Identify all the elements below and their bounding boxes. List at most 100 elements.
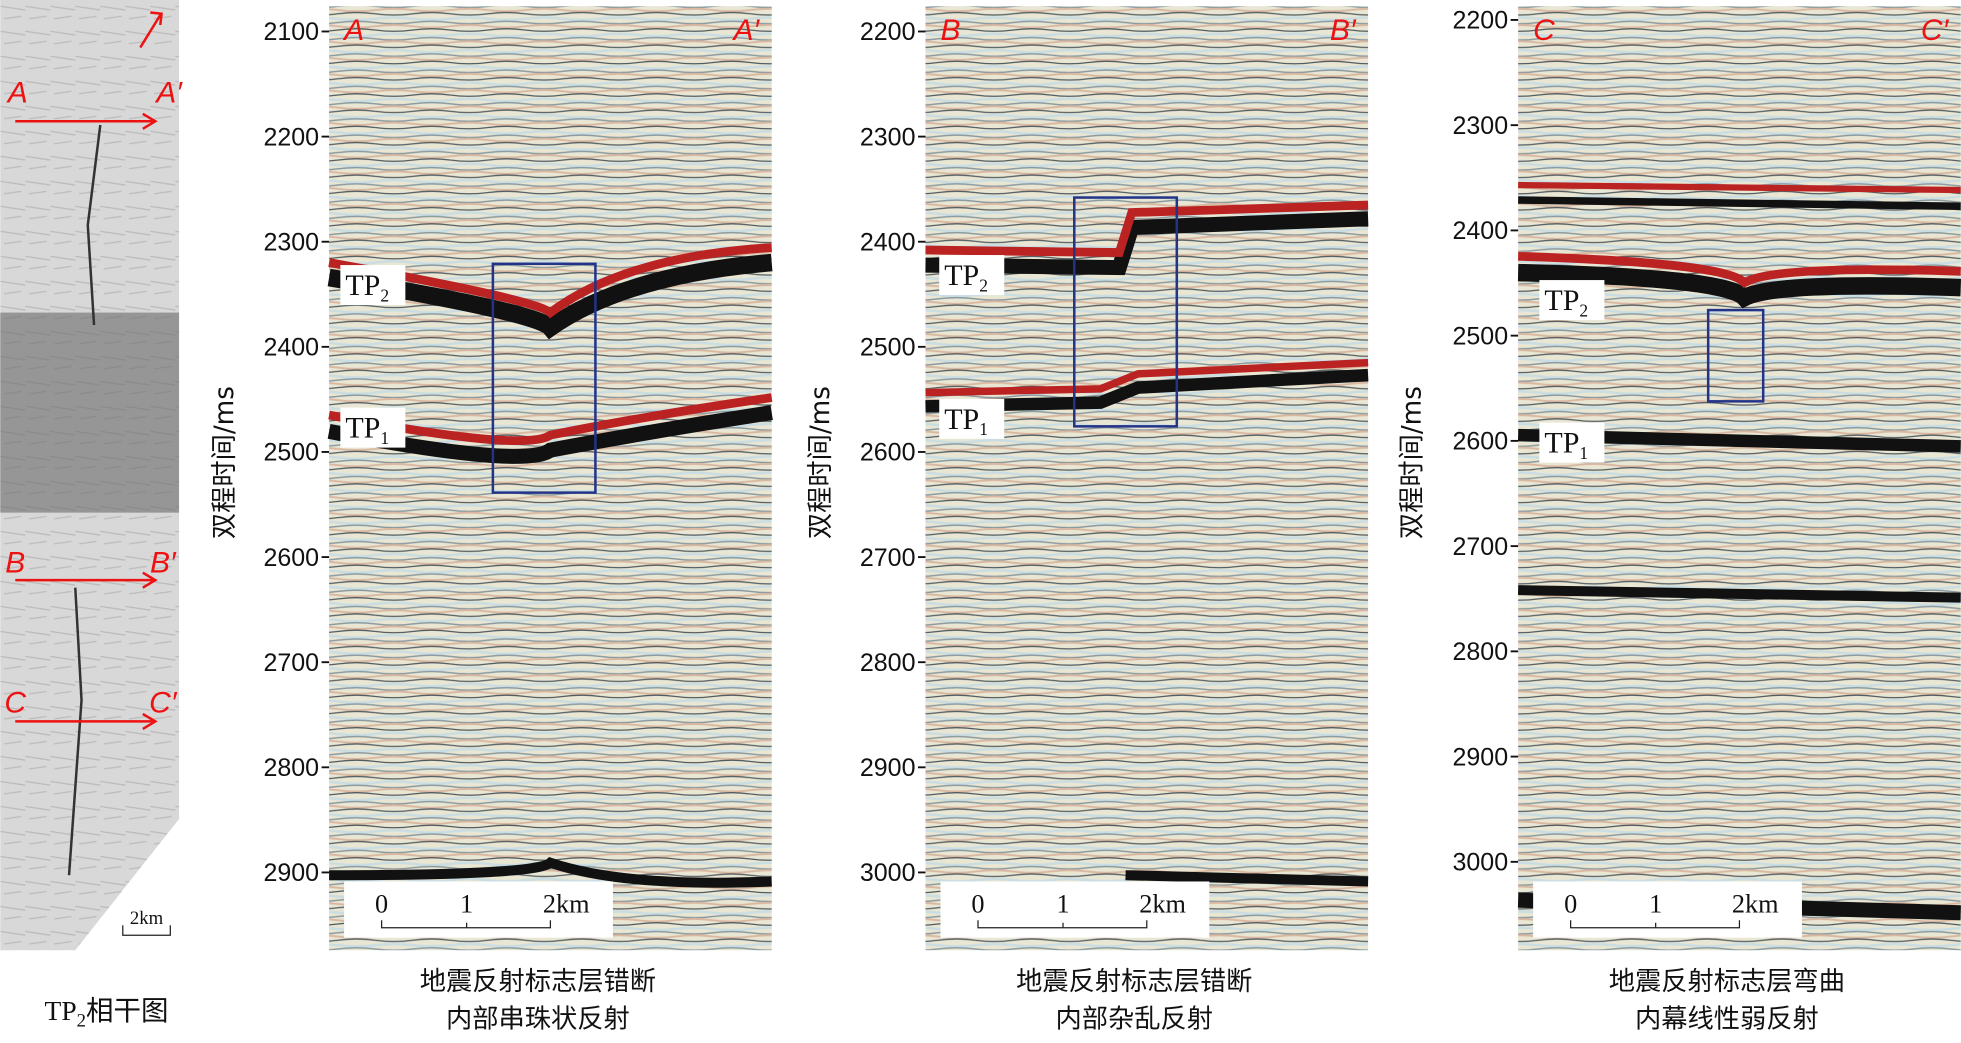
y-tick-label: 2200	[860, 18, 916, 46]
seismic-panel	[925, 6, 1369, 951]
horizon-label: TP2	[345, 269, 389, 305]
y-tick-label: 2800	[1453, 638, 1509, 666]
y-tick-label: 2300	[263, 228, 319, 256]
reflector	[327, 253, 773, 340]
reflector	[925, 368, 1369, 413]
scale-bar-label: 0	[971, 890, 984, 919]
horizon-label-sub: 1	[979, 419, 988, 439]
y-tick-label: 2400	[263, 334, 319, 362]
marker-bg	[939, 398, 1005, 439]
reflector	[925, 358, 1369, 397]
anomaly-box	[1706, 308, 1765, 403]
panel-caption: 地震反射标志层弯曲	[1609, 967, 1845, 997]
map-label: B	[5, 547, 25, 580]
reflector	[1518, 181, 1961, 194]
y-tick-label: 3000	[1453, 849, 1509, 877]
horizon-label-sub: 2	[979, 275, 988, 295]
horizon-label-text: TP	[944, 259, 979, 292]
y-tick-label: 2900	[263, 859, 319, 887]
horizon-label-text: TP	[1544, 427, 1579, 460]
y-tick-label: 2600	[263, 544, 319, 572]
scale-bar-label: 0	[1564, 890, 1577, 919]
marker-bg	[1539, 422, 1605, 463]
y-axis-label: 双程时间/ms	[210, 386, 240, 539]
horizon-label-text: TP	[345, 412, 380, 445]
y-tick-label: 2400	[1453, 217, 1509, 245]
reflector	[925, 200, 1369, 257]
section-start: B	[940, 14, 960, 47]
y-tick-label: 2700	[860, 544, 916, 572]
marker-bg	[340, 265, 406, 306]
map-label: A′	[154, 77, 183, 110]
section-start: A	[342, 14, 364, 47]
horizon-label-sub: 2	[380, 285, 389, 305]
seismic-panel	[327, 6, 773, 951]
y-tick-label: 2900	[1453, 743, 1509, 771]
marker-bg	[939, 255, 1005, 296]
y-tick-label: 2200	[263, 123, 319, 151]
scale-bar-label: 1	[1056, 890, 1069, 919]
horizon-label-text: TP	[1544, 284, 1579, 317]
y-axis-label: 双程时间/ms	[806, 386, 836, 539]
map-label: C	[4, 687, 26, 720]
scale-bar-label: 0	[375, 890, 388, 919]
y-tick-label: 2800	[263, 754, 319, 782]
horizon-label: TP1	[345, 412, 389, 448]
scale-bar-label: 1	[1649, 890, 1662, 919]
section-end: B′	[1330, 14, 1357, 47]
y-tick-label: 2900	[860, 754, 916, 782]
map-caption-text: TP	[45, 995, 77, 1026]
scale-bar-label: 2km	[543, 890, 590, 919]
scale-bar-label: 2km	[1139, 890, 1186, 919]
y-tick-label: 2200	[1453, 7, 1509, 35]
scale-bar-label: 1	[460, 890, 473, 919]
scale-bar	[977, 920, 1148, 929]
y-tick-label: 2500	[1453, 322, 1509, 350]
horizon-label: TP1	[1544, 427, 1588, 463]
reflector	[1125, 870, 1369, 887]
horizon-label-text: TP	[345, 269, 380, 302]
map-label: A	[6, 77, 28, 110]
seismic-section	[1518, 6, 1961, 951]
anomaly-box	[1073, 196, 1179, 428]
reflector	[1518, 585, 1961, 603]
horizon-label-sub: 1	[380, 428, 389, 448]
map-label: C′	[149, 687, 178, 720]
section-start: C	[1533, 14, 1555, 47]
anomaly-box	[491, 262, 597, 494]
y-tick-label: 2700	[1453, 533, 1509, 561]
horizon-label-sub: 2	[1579, 300, 1588, 320]
map-caption: TP2相干图	[45, 995, 169, 1031]
y-tick-label: 2700	[263, 649, 319, 677]
y-tick-label: 2400	[860, 228, 916, 256]
section-end: A′	[732, 14, 761, 47]
y-tick-label: 3000	[860, 859, 916, 887]
panel-caption: 地震反射标志层错断	[420, 967, 656, 997]
seismic-section	[925, 6, 1369, 951]
panel-caption: 内部杂乱反射	[1056, 1005, 1213, 1035]
map-scale: 2km	[130, 908, 164, 929]
horizon-label: TP2	[1544, 284, 1588, 320]
horizon-label-text: TP	[944, 403, 979, 436]
scale-bar	[1570, 920, 1741, 929]
reflector	[925, 211, 1369, 276]
coherence-map	[0, 0, 180, 951]
seismic-section	[329, 6, 772, 951]
marker-bg	[1539, 280, 1605, 321]
marker-bg	[340, 407, 406, 448]
y-tick-label: 2500	[860, 334, 916, 362]
reflector	[327, 405, 773, 464]
panel-caption: 内部串珠状反射	[446, 1005, 630, 1035]
y-tick-label: 2300	[860, 123, 916, 151]
reflector	[1518, 196, 1961, 211]
y-tick-label: 2600	[860, 439, 916, 467]
y-tick-label: 2800	[860, 649, 916, 677]
section-end: C′	[1921, 14, 1950, 47]
scale-bar	[380, 920, 552, 929]
y-tick-label: 2600	[1453, 428, 1509, 456]
scale-bar-label: 2km	[1732, 890, 1779, 919]
reflector	[329, 856, 772, 888]
horizon-label: TP1	[944, 403, 988, 439]
